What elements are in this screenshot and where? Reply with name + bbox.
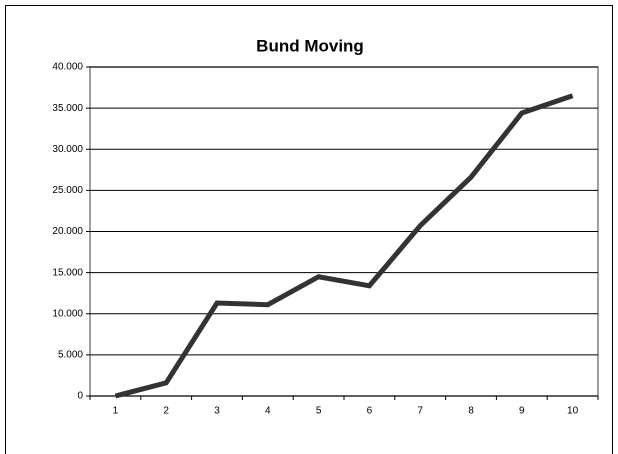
- y-tick-label: 40.000: [52, 62, 83, 73]
- chart-title: Bund Moving: [256, 36, 364, 55]
- x-tick-label: 2: [163, 406, 169, 417]
- y-tick-label: 20.000: [52, 226, 83, 237]
- x-tick-label: 7: [417, 406, 423, 417]
- y-tick-label: 35.000: [52, 103, 83, 114]
- x-tick-label: 4: [265, 406, 271, 417]
- data-line: [114, 93, 574, 399]
- x-tick-label: 3: [214, 406, 220, 417]
- x-tick-label: 9: [519, 406, 525, 417]
- y-tick-label: 10.000: [52, 308, 83, 319]
- x-tick-label: 6: [367, 406, 373, 417]
- x-tick-label: 5: [316, 406, 322, 417]
- x-tick-label: 1: [113, 406, 119, 417]
- y-tick-label: 25.000: [52, 185, 83, 196]
- y-tick-label: 15.000: [52, 267, 83, 278]
- x-tick-label: 10: [567, 406, 579, 417]
- y-tick-label: 5.000: [58, 350, 83, 361]
- y-tick-label: 0: [77, 391, 83, 402]
- y-tick-label: 30.000: [52, 144, 83, 155]
- x-tick-label: 8: [468, 406, 474, 417]
